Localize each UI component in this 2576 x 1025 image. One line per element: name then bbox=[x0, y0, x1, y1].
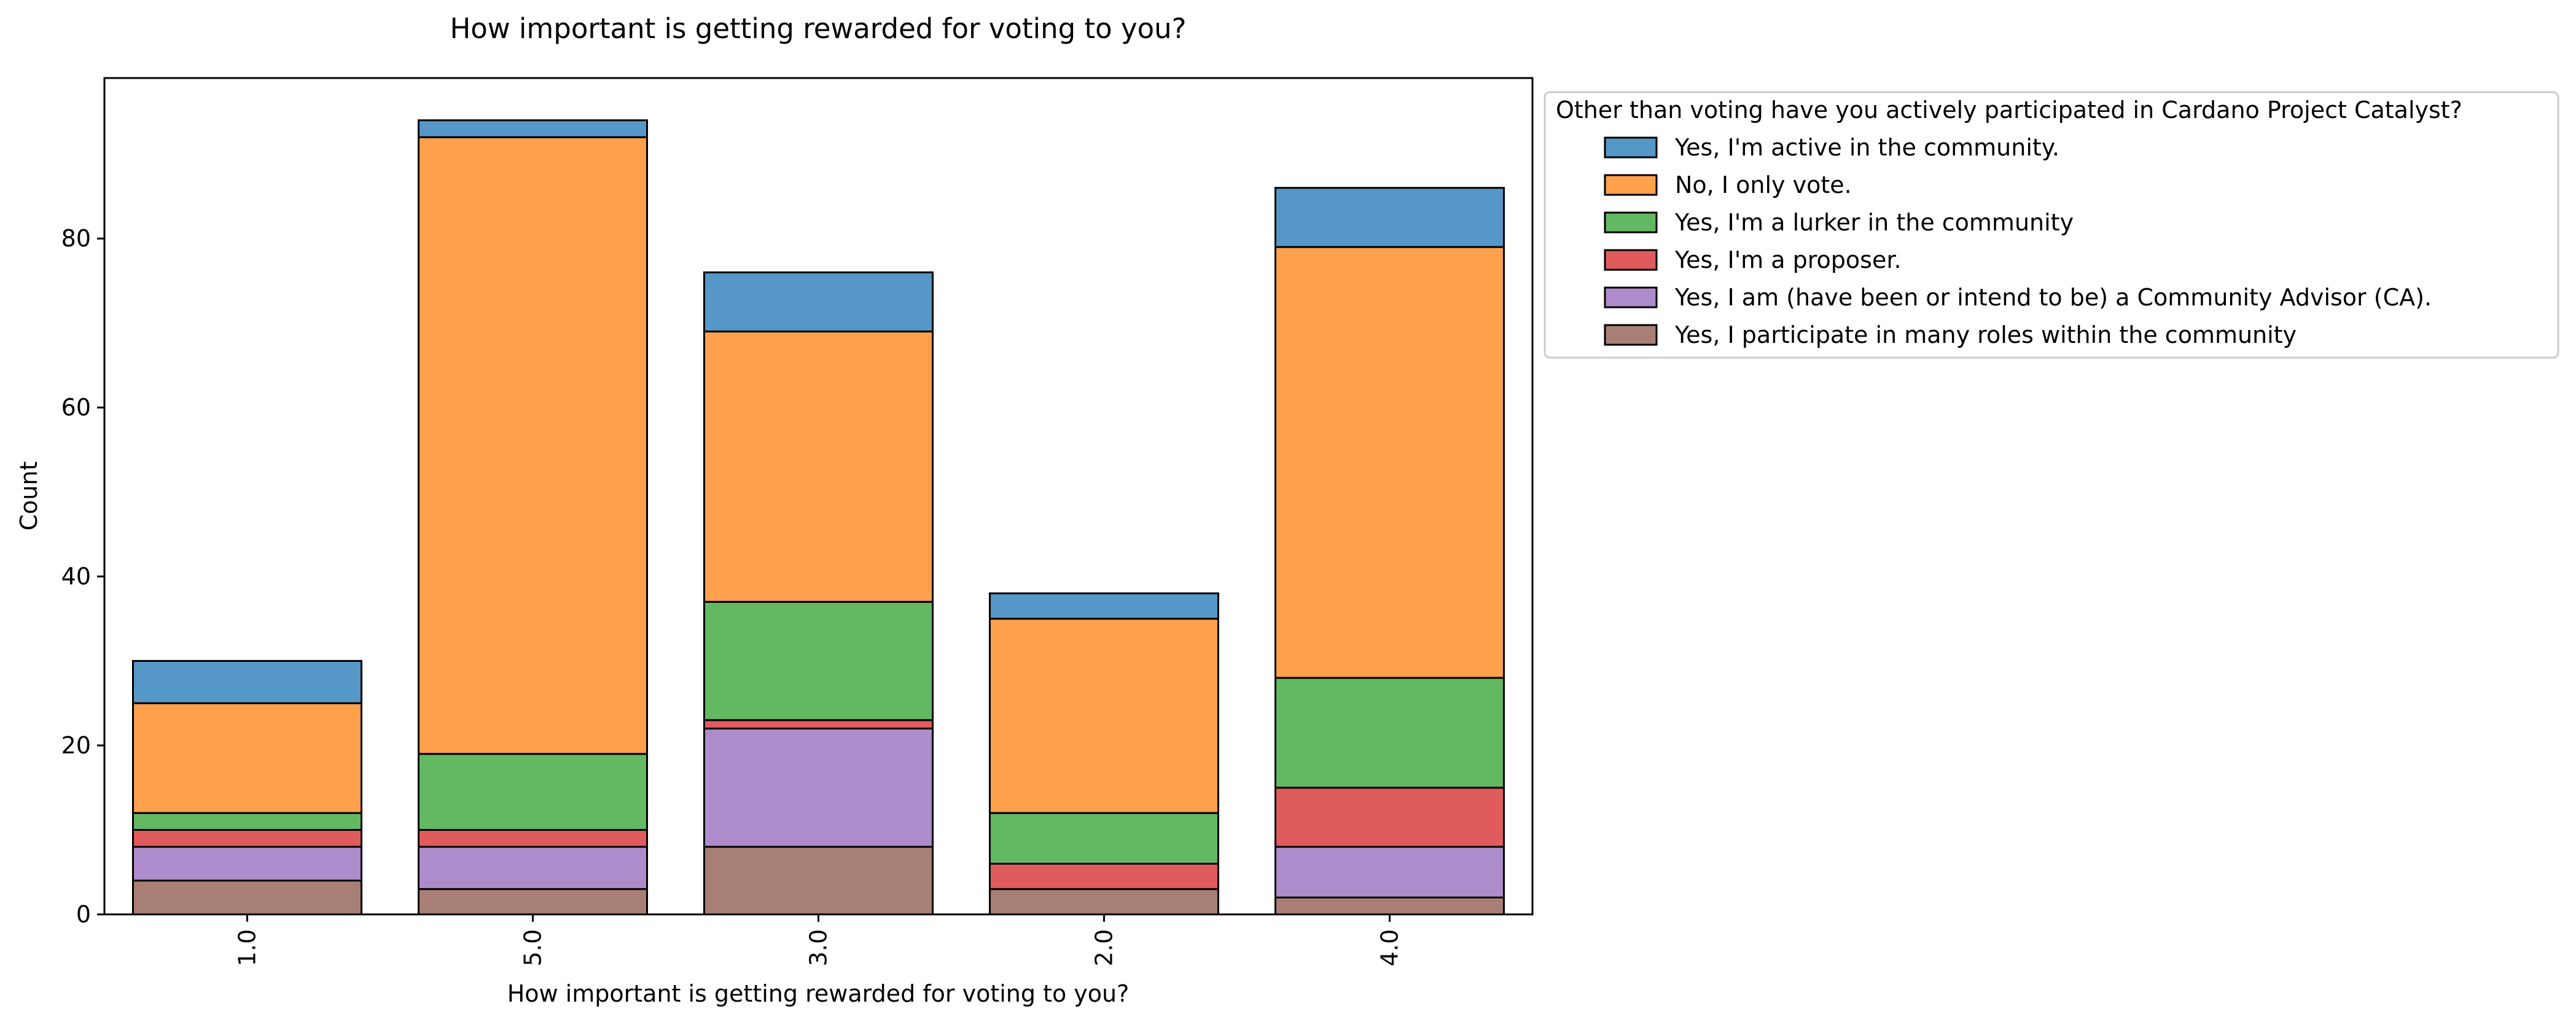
bar-segment bbox=[418, 136, 648, 755]
legend-entry: No, I only vote. bbox=[1675, 171, 1852, 198]
legend-entry: Yes, I'm active in the community. bbox=[1674, 134, 2059, 161]
bar-segment bbox=[703, 728, 934, 848]
legend-entry: Yes, I'm a lurker in the community bbox=[1674, 209, 2074, 236]
legend-entry: Yes, I am (have been or intend to be) a … bbox=[1674, 284, 2432, 311]
x-tick-label: 3.0 bbox=[805, 929, 832, 966]
legend-frame bbox=[1544, 91, 2559, 359]
legend-entry: Yes, I participate in many roles within … bbox=[1674, 321, 2297, 348]
bar-segment bbox=[989, 863, 1219, 890]
y-tick-label: 0 bbox=[76, 901, 91, 928]
chart-title: How important is getting rewarded for vo… bbox=[450, 12, 1186, 45]
legend-swatch bbox=[1604, 249, 1658, 271]
bar-segment bbox=[989, 812, 1219, 865]
legend-swatch bbox=[1604, 136, 1658, 159]
legend: Other than voting have you actively part… bbox=[1544, 91, 2559, 359]
bar-segment bbox=[132, 702, 362, 814]
bar-segment bbox=[1274, 246, 1505, 679]
bar-segment bbox=[989, 592, 1219, 620]
bar-segment bbox=[418, 753, 648, 831]
bar-segment bbox=[703, 330, 934, 603]
x-tick-label: 4.0 bbox=[1376, 929, 1403, 966]
bar-segment bbox=[418, 119, 648, 138]
x-tick-label: 2.0 bbox=[1091, 929, 1118, 966]
y-axis-label: Count bbox=[15, 461, 42, 531]
legend-swatch bbox=[1604, 211, 1658, 234]
bar-segment bbox=[418, 846, 648, 890]
y-tick-label: 40 bbox=[61, 563, 91, 590]
legend-swatch bbox=[1604, 174, 1658, 196]
bars-layer bbox=[132, 119, 1505, 916]
bar-segment bbox=[418, 888, 648, 916]
legend-swatch bbox=[1604, 324, 1658, 346]
bar-segment bbox=[989, 888, 1219, 916]
axes-layer: 0 20 40 60 80 1.0 5.0 3.0 2.0 4.0 bbox=[61, 225, 1403, 966]
bar-segment bbox=[703, 719, 934, 730]
bar-segment bbox=[1274, 897, 1505, 916]
bar-segment bbox=[703, 600, 934, 721]
y-tick-label: 60 bbox=[61, 394, 91, 421]
bar-segment bbox=[1274, 787, 1505, 848]
legend-entry: Yes, I'm a proposer. bbox=[1674, 246, 1902, 273]
bar-segment bbox=[1274, 187, 1505, 248]
bar-segment bbox=[1274, 846, 1505, 899]
y-tick-label: 80 bbox=[61, 225, 91, 252]
x-tick-label: 1.0 bbox=[234, 929, 261, 966]
bar-segment bbox=[132, 829, 362, 848]
bar-segment bbox=[418, 829, 648, 848]
bar-segment bbox=[1274, 677, 1505, 789]
bar-segment bbox=[132, 812, 362, 831]
legend-swatch bbox=[1604, 286, 1658, 308]
bar-segment bbox=[132, 846, 362, 882]
bar-segment bbox=[132, 660, 362, 704]
bar-segment bbox=[989, 618, 1219, 814]
bar-segment bbox=[703, 271, 934, 332]
x-tick-label: 5.0 bbox=[520, 929, 547, 966]
x-axis-label: How important is getting rewarded for vo… bbox=[507, 980, 1130, 1007]
bar-segment bbox=[132, 879, 362, 916]
y-tick-label: 20 bbox=[61, 732, 91, 759]
bar-segment bbox=[703, 846, 934, 916]
legend-title: Other than voting have you actively part… bbox=[1556, 96, 2462, 124]
